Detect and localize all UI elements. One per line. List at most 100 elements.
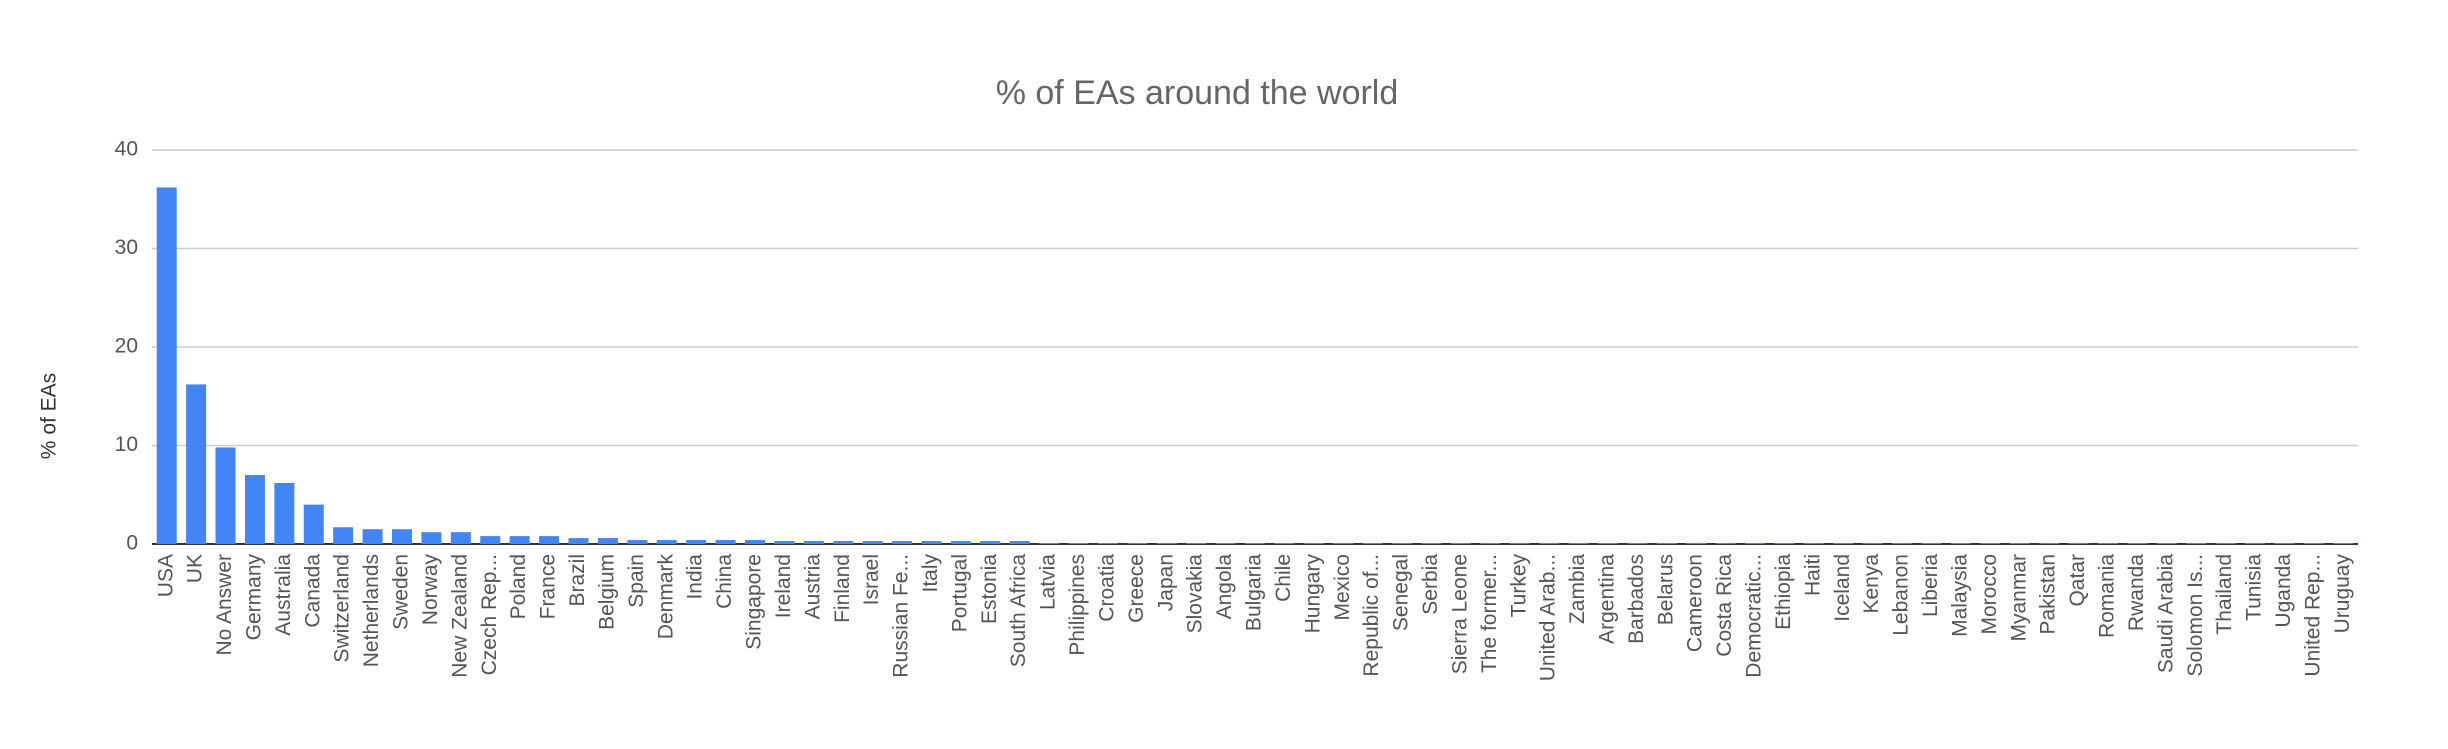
bar: [156, 187, 177, 544]
bar: [1803, 543, 1824, 544]
x-tick-label: Bulgaria: [1243, 554, 1266, 631]
x-tick-label: Turkey: [1507, 554, 1530, 618]
x-tick-label: Argentina: [1596, 554, 1619, 644]
x-tick-label: Senegal: [1390, 554, 1413, 631]
chart-title: % of EAs around the world: [996, 74, 1399, 112]
x-tick-label: Qatar: [2066, 554, 2089, 607]
x-tick-label: Belgium: [595, 554, 618, 630]
x-tick-label: Poland: [507, 554, 530, 619]
bar: [1244, 543, 1266, 544]
y-tick-label: 10: [115, 433, 138, 456]
x-tick-label: Angola: [1213, 554, 1236, 620]
x-tick-label: Greece: [1125, 554, 1148, 623]
x-tick-label: Barbados: [1625, 554, 1648, 644]
x-tick-label: Canada: [301, 554, 324, 628]
bar: [2333, 543, 2354, 544]
x-tick-label: New Zealand: [448, 554, 471, 678]
bar: [1950, 543, 1971, 544]
bar: [627, 540, 648, 544]
bar: [2215, 543, 2236, 544]
bar: [656, 540, 677, 544]
x-tick-label: Ethiopia: [1772, 554, 1795, 630]
bar: [950, 541, 971, 544]
bar: [274, 482, 295, 544]
bar: [1097, 543, 1118, 544]
x-tick-label: Norway: [419, 554, 442, 626]
bar: [2156, 543, 2177, 544]
x-tick-label: Switzerland: [331, 554, 354, 663]
x-tick-label: Finland: [831, 554, 854, 623]
x-tick-label: Belarus: [1654, 554, 1677, 625]
x-tick-label: India: [684, 554, 707, 600]
x-tick-label: Republic of...: [1360, 554, 1383, 677]
x-tick-label: Estonia: [978, 554, 1001, 624]
x-tick-label: Spain: [625, 554, 648, 608]
x-tick-label: Austria: [801, 554, 824, 620]
x-tick-label: Israel: [860, 554, 883, 605]
bar: [1156, 543, 1177, 544]
bar: [1597, 543, 1618, 544]
x-tick-label: Haiti: [1801, 554, 1824, 596]
x-tick-label: Portugal: [948, 554, 971, 632]
bar: [1656, 543, 1677, 544]
bar: [980, 541, 1001, 544]
x-tick-label: Romania: [2096, 554, 2119, 638]
x-tick-label: United Rep...: [2301, 554, 2324, 677]
bar: [421, 532, 442, 544]
x-tick-label: UK: [184, 554, 207, 583]
bar: [2274, 543, 2295, 544]
x-tick-label: Kenya: [1860, 554, 1883, 614]
bar: [1568, 543, 1589, 544]
y-tick-label: 20: [115, 335, 138, 358]
bar: [803, 541, 824, 544]
bar: [1833, 543, 1854, 544]
bar: [1186, 543, 1207, 544]
bar: [597, 538, 618, 544]
x-tick-label: Hungary: [1301, 554, 1324, 634]
bar: [2186, 543, 2207, 544]
bar: [1862, 543, 1883, 544]
bar: [2127, 543, 2148, 544]
bar: [215, 447, 236, 544]
x-tick-label: France: [537, 554, 560, 619]
x-tick-label: Singapore: [743, 554, 766, 650]
bar: [1127, 543, 1148, 544]
x-tick-label: Denmark: [654, 554, 677, 640]
bar: [450, 532, 471, 544]
bar: [333, 527, 354, 544]
x-tick-label: Chile: [1272, 554, 1295, 602]
bar: [686, 540, 707, 544]
x-tick-label: Morocco: [1978, 554, 2001, 635]
x-tick-label: Philippines: [1066, 554, 1089, 656]
x-tick-label: Zambia: [1566, 554, 1589, 624]
x-tick-label: USA: [154, 554, 177, 597]
x-tick-label: Sierra Leone: [1448, 554, 1471, 674]
bar: [833, 541, 854, 544]
x-tick-label: South Africa: [1007, 554, 1030, 668]
bar: [244, 475, 265, 544]
bar: [2097, 543, 2118, 544]
bar: [1333, 543, 1354, 544]
x-tick-label: Brazil: [566, 554, 589, 607]
x-tick-label: Cameroon: [1684, 554, 1707, 652]
bar: [539, 536, 560, 544]
bar: [1068, 543, 1089, 544]
bar: [1509, 543, 1530, 544]
bar: [2245, 543, 2266, 544]
bar: [1892, 543, 1913, 544]
bar: [392, 529, 413, 544]
y-tick-label: 30: [115, 236, 138, 259]
x-tick-label: Russian Fe...: [890, 554, 913, 678]
x-tick-label: Rwanda: [2125, 554, 2148, 631]
x-tick-label: Serbia: [1419, 554, 1442, 615]
x-tick-label: Italy: [919, 554, 942, 593]
bar: [303, 504, 324, 544]
bar: [186, 384, 207, 544]
bar: [1421, 543, 1442, 544]
bar: [1450, 543, 1471, 544]
bar: [1215, 543, 1236, 544]
x-tick-label: Germany: [242, 554, 265, 641]
x-tick-label: Solomon Is...: [2184, 554, 2207, 677]
bar: [1009, 541, 1030, 544]
x-tick-label: Netherlands: [360, 554, 383, 667]
